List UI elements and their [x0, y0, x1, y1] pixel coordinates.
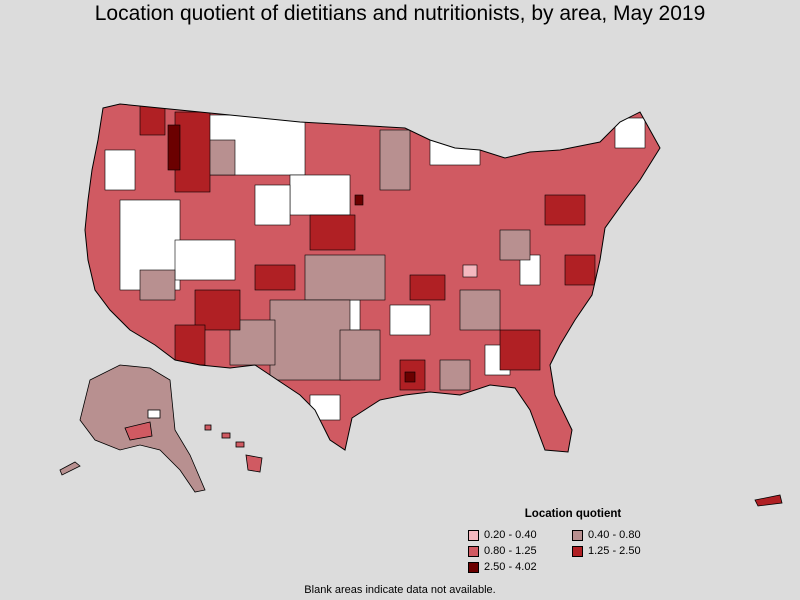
- legend-label: 0.80 - 1.25: [484, 545, 537, 557]
- legend-label: 1.25 - 2.50: [588, 545, 641, 557]
- legend-swatch: [468, 529, 479, 541]
- legend-label: 2.50 - 4.02: [484, 561, 537, 573]
- legend-swatch: [572, 545, 583, 557]
- puerto-rico: [754, 494, 783, 507]
- no-data-areas: [104, 114, 646, 421]
- map-legend: Location quotient 0.20 - 0.40 0.40 - 0.8…: [468, 508, 708, 574]
- legend-swatch: [572, 529, 583, 541]
- legend-item: 0.80 - 1.25: [468, 544, 572, 558]
- legend-label: 0.20 - 0.40: [484, 529, 537, 541]
- legend-swatch: [468, 561, 479, 573]
- map-title: Location quotient of dietitians and nutr…: [94, 2, 706, 25]
- legend-item: 0.20 - 0.40: [468, 528, 572, 542]
- footnote: Blank areas indicate data not available.: [304, 584, 496, 596]
- legend-label: 0.40 - 0.80: [588, 529, 641, 541]
- legend-swatch: [468, 545, 479, 557]
- hawaii: [204, 424, 263, 473]
- lq-0.40-0.80-areas: [139, 129, 531, 391]
- alaska: [59, 364, 206, 493]
- legend-item: 2.50 - 4.02: [468, 560, 572, 574]
- legend-title: Location quotient: [524, 508, 622, 520]
- us-outline: [84, 103, 661, 453]
- contiguous-us: [85, 104, 660, 452]
- legend-item: 0.40 - 0.80: [572, 528, 682, 542]
- legend-item: 1.25 - 2.50: [572, 544, 682, 558]
- lq-2.50-4.02-areas: [167, 124, 416, 383]
- lq-0.20-0.40-areas: [462, 264, 478, 278]
